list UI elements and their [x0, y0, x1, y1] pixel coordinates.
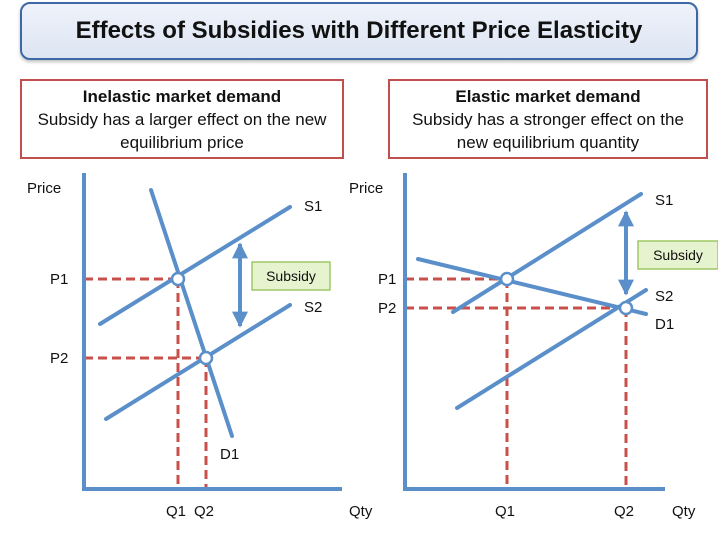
s1-supply-curve: [451, 192, 643, 314]
diagram-title: Effects of Subsidies with Different Pric…: [20, 2, 698, 60]
p1-label: P1: [378, 271, 396, 288]
y-axis-label: Price: [27, 180, 61, 197]
equilibrium-point-1: [499, 271, 515, 287]
q1-label: Q1: [495, 503, 515, 520]
elastic-heading: Elastic market demand: [455, 86, 641, 106]
d1-label: D1: [220, 446, 239, 463]
equilibrium-point-2: [618, 300, 634, 316]
y-axis-label: Price: [349, 180, 383, 197]
subsidy-box: [637, 240, 718, 270]
equilibrium-point-2: [198, 350, 214, 366]
inelastic-heading: Inelastic market demand: [82, 86, 282, 106]
equilibrium-point-1: [170, 271, 186, 287]
p2-label: P2: [50, 350, 68, 367]
elastic-description: Subsidy has a stronger effect on the new…: [412, 109, 684, 152]
subsidy-box: [251, 261, 331, 291]
s2-supply-curve: [455, 288, 648, 410]
d1-demand-curve: [416, 257, 648, 316]
s1-label: S1: [304, 198, 322, 215]
p2-label: P2: [378, 300, 396, 317]
s2-label: S2: [655, 288, 673, 305]
p1-label: P1: [50, 271, 68, 288]
x-axis-label: Qty: [349, 503, 373, 520]
q2-label: Q2: [194, 503, 214, 520]
s2-supply-curve: [104, 303, 292, 421]
x-axis-label: Qty: [672, 503, 696, 520]
elastic-description-box: Elastic market demand Subsidy has a stro…: [388, 79, 708, 159]
d1-label: D1: [655, 316, 674, 333]
q2-label: Q2: [614, 503, 634, 520]
subsidy-label: Subsidy: [266, 268, 316, 284]
subsidy-label: Subsidy: [653, 247, 703, 263]
inelastic-description: Subsidy has a larger effect on the new e…: [37, 109, 327, 152]
elastic-chart: Subsidy Price Qty S1 S2 D1 P1 P2 Q1 Q2: [349, 173, 718, 520]
inelastic-chart: Subsidy Price Qty S1 S2 D1 P1 P2 Q1 Q2: [27, 173, 373, 520]
s1-supply-curve: [98, 205, 292, 326]
q1-label: Q1: [166, 503, 186, 520]
inelastic-description-box: Inelastic market demand Subsidy has a la…: [20, 79, 344, 159]
s1-label: S1: [655, 192, 673, 209]
s2-label: S2: [304, 299, 322, 316]
d1-demand-curve: [149, 188, 234, 438]
